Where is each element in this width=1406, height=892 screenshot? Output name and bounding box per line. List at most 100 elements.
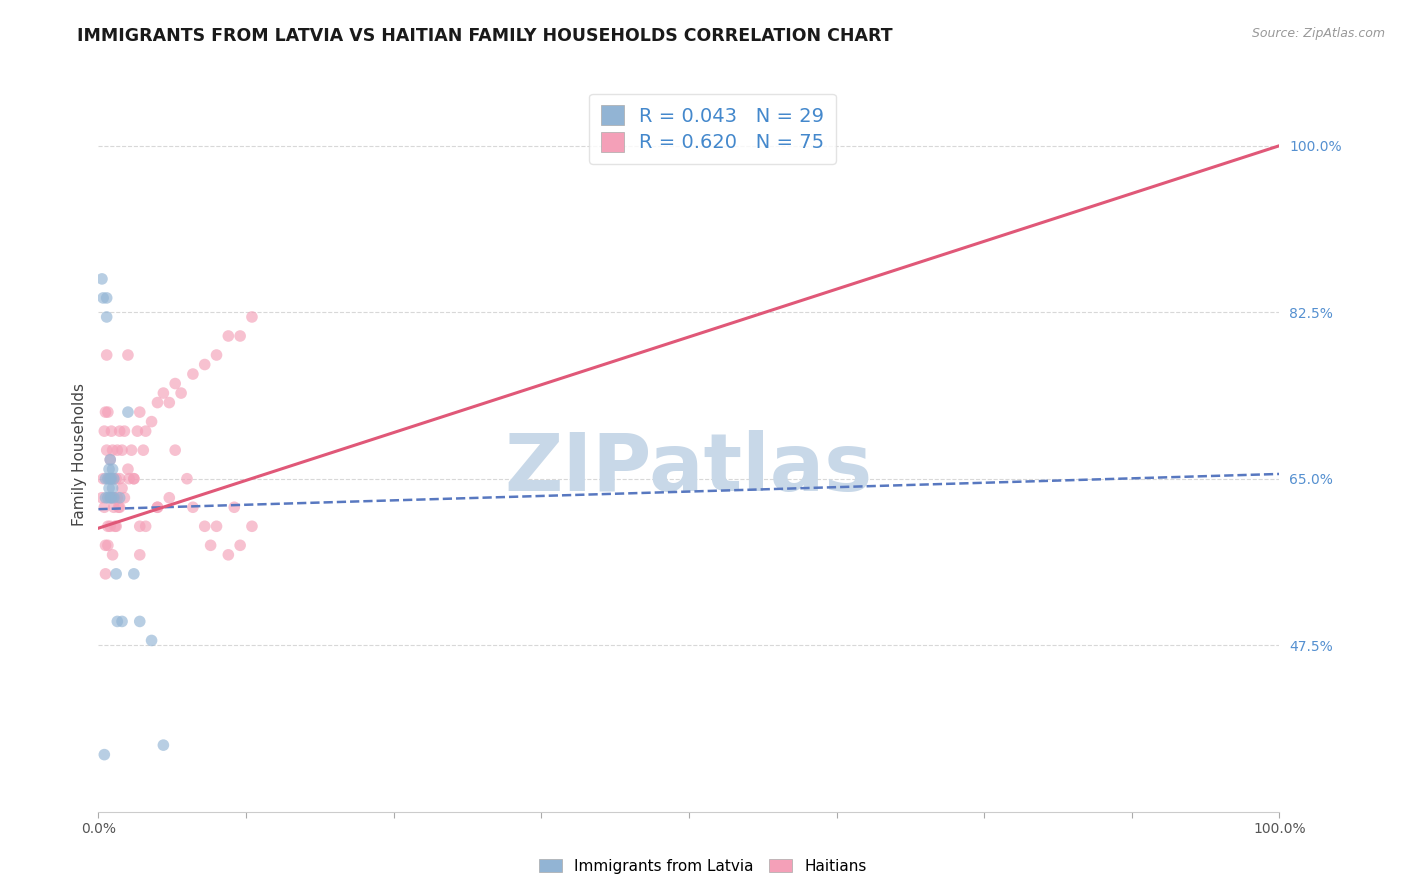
Point (141, 415, 163, 429)
Point (91, 472, 114, 486)
Point (101, 462, 124, 476)
Point (98, 481, 121, 495)
Point (93, 747, 115, 762)
Y-axis label: Family Households: Family Households (72, 384, 87, 526)
Point (132, 443, 155, 458)
Point (194, 358, 217, 372)
Point (97, 519, 120, 533)
Point (141, 633, 163, 648)
Point (122, 566, 145, 581)
Point (117, 348, 139, 362)
Point (135, 519, 157, 533)
Point (104, 491, 127, 505)
Point (128, 405, 150, 419)
Point (108, 472, 131, 486)
Point (122, 472, 145, 486)
Text: IMMIGRANTS FROM LATVIA VS HAITIAN FAMILY HOUSEHOLDS CORRELATION CHART: IMMIGRANTS FROM LATVIA VS HAITIAN FAMILY… (77, 27, 893, 45)
Point (181, 367, 204, 381)
Point (105, 443, 128, 458)
Point (127, 424, 149, 438)
Point (94, 538, 117, 552)
Point (94, 472, 117, 486)
Point (176, 472, 198, 486)
Text: Source: ZipAtlas.com: Source: ZipAtlas.com (1251, 27, 1385, 40)
Point (98, 491, 121, 505)
Point (122, 472, 145, 486)
Point (98, 491, 121, 505)
Point (96, 291, 118, 305)
Point (157, 491, 180, 505)
Point (146, 395, 169, 409)
Point (97, 405, 120, 419)
Point (107, 500, 129, 515)
Point (105, 491, 128, 505)
Point (101, 443, 124, 458)
Point (91, 272, 114, 286)
Text: ZIPatlas: ZIPatlas (505, 430, 873, 508)
Point (111, 615, 134, 629)
Point (165, 376, 187, 391)
Point (112, 424, 135, 438)
Point (229, 329, 252, 343)
Point (98, 452, 121, 467)
Point (157, 395, 180, 409)
Point (105, 472, 128, 486)
Point (240, 310, 263, 324)
Point (152, 386, 174, 401)
Point (128, 615, 150, 629)
Point (205, 348, 228, 362)
Point (96, 348, 118, 362)
Point (98, 462, 121, 476)
Point (98, 472, 121, 486)
Point (94, 405, 117, 419)
Point (146, 500, 169, 515)
Legend: R = 0.043   N = 29, R = 0.620   N = 75: R = 0.043 N = 29, R = 0.620 N = 75 (589, 94, 837, 164)
Point (104, 519, 127, 533)
Point (135, 424, 157, 438)
Point (117, 405, 139, 419)
Point (200, 538, 222, 552)
Point (97, 538, 120, 552)
Point (181, 500, 204, 515)
Point (97, 491, 120, 505)
Point (96, 443, 118, 458)
Point (128, 548, 150, 562)
Point (146, 500, 169, 515)
Point (105, 519, 128, 533)
Point (108, 424, 131, 438)
Point (112, 491, 135, 505)
Point (117, 462, 139, 476)
Point (91, 491, 114, 505)
Legend: Immigrants from Latvia, Haitians: Immigrants from Latvia, Haitians (533, 853, 873, 880)
Point (111, 481, 134, 495)
Point (98, 519, 121, 533)
Point (108, 491, 131, 505)
Point (100, 472, 122, 486)
Point (98, 452, 121, 467)
Point (98, 472, 121, 486)
Point (205, 519, 228, 533)
Point (91, 291, 114, 305)
Point (121, 443, 143, 458)
Point (165, 443, 187, 458)
Point (93, 500, 115, 515)
Point (101, 481, 124, 495)
Point (93, 424, 115, 438)
Point (100, 491, 122, 505)
Point (97, 472, 120, 486)
Point (105, 615, 128, 629)
Point (94, 491, 117, 505)
Point (224, 500, 246, 515)
Point (101, 548, 124, 562)
Point (194, 519, 217, 533)
Point (152, 738, 174, 752)
Point (103, 472, 125, 486)
Point (105, 566, 128, 581)
Point (94, 566, 117, 581)
Point (96, 310, 118, 324)
Point (108, 500, 131, 515)
Point (103, 500, 125, 515)
Point (229, 538, 252, 552)
Point (100, 424, 122, 438)
Point (217, 548, 239, 562)
